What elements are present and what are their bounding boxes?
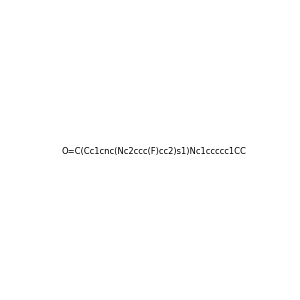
Text: O=C(Cc1cnc(Nc2ccc(F)cc2)s1)Nc1ccccc1CC: O=C(Cc1cnc(Nc2ccc(F)cc2)s1)Nc1ccccc1CC (61, 147, 246, 156)
